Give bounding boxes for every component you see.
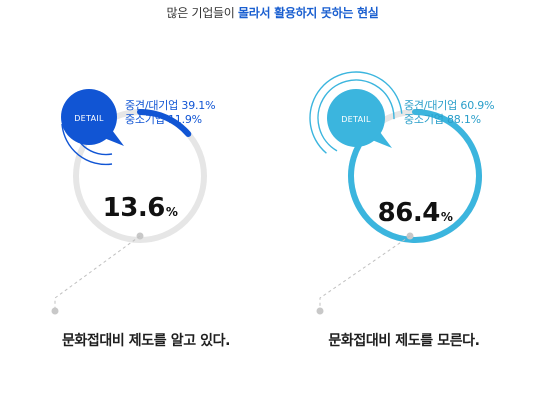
- sound-wave-icon: [61, 123, 113, 166]
- detail-label: DETAIL: [341, 115, 371, 124]
- title-prefix: 많은 기업들이: [166, 6, 238, 20]
- percent-unit: %: [165, 205, 178, 219]
- chart-panel-unaware: DETAIL 중견/대기업 60.9% 중소기업 88.1% 86.4% 문화접…: [290, 50, 540, 360]
- detail-bubble-tail: [372, 132, 392, 148]
- percent-number: 86.4: [377, 198, 441, 228]
- leader-dot-bottom: [316, 307, 324, 315]
- detail-stat-small: 중소기업 88.1%: [404, 113, 481, 126]
- percent-number: 13.6: [102, 193, 166, 223]
- percent-unit: %: [440, 210, 453, 224]
- detail-label: DETAIL: [74, 114, 104, 123]
- wave-ring-icon: [309, 71, 403, 165]
- detail-bubble: [61, 89, 117, 145]
- detail-bubble-tail: [104, 130, 124, 146]
- chart-title: 많은 기업들이 몰라서 활용하지 못하는 현실: [0, 4, 545, 21]
- chart-panel-aware: DETAIL 중견/대기업 39.1% 중소기업 11.9% 13.6% 문화접…: [20, 50, 270, 360]
- percent-value: 13.6%: [80, 193, 200, 223]
- title-highlight: 몰라서 활용하지 못하는 현실: [237, 6, 379, 20]
- detail-stats: 중견/대기업 39.1% 중소기업 11.9%: [125, 99, 216, 127]
- donut-chart-unaware: [309, 71, 482, 315]
- leader-dot-bottom: [51, 307, 59, 315]
- caption: 문화접대비 제도를 알고 있다.: [61, 333, 231, 349]
- caption: 문화접대비 제도를 모른다.: [328, 333, 480, 349]
- donut-value-arc: [137, 109, 192, 137]
- donut-chart-aware: [51, 89, 207, 315]
- wave-ring-icon: [317, 79, 395, 157]
- detail-stats: 중견/대기업 60.9% 중소기업 88.1%: [404, 99, 495, 127]
- percent-value: 86.4%: [355, 198, 475, 228]
- detail-stat-large: 중견/대기업 39.1%: [125, 99, 216, 112]
- detail-stat-large: 중견/대기업 60.9%: [404, 99, 495, 112]
- donut-value-arc: [348, 109, 482, 243]
- detail-bubble: [327, 89, 385, 147]
- leader-line: [319, 235, 411, 308]
- leader-line: [54, 235, 141, 308]
- detail-stat-small: 중소기업 11.9%: [125, 113, 202, 126]
